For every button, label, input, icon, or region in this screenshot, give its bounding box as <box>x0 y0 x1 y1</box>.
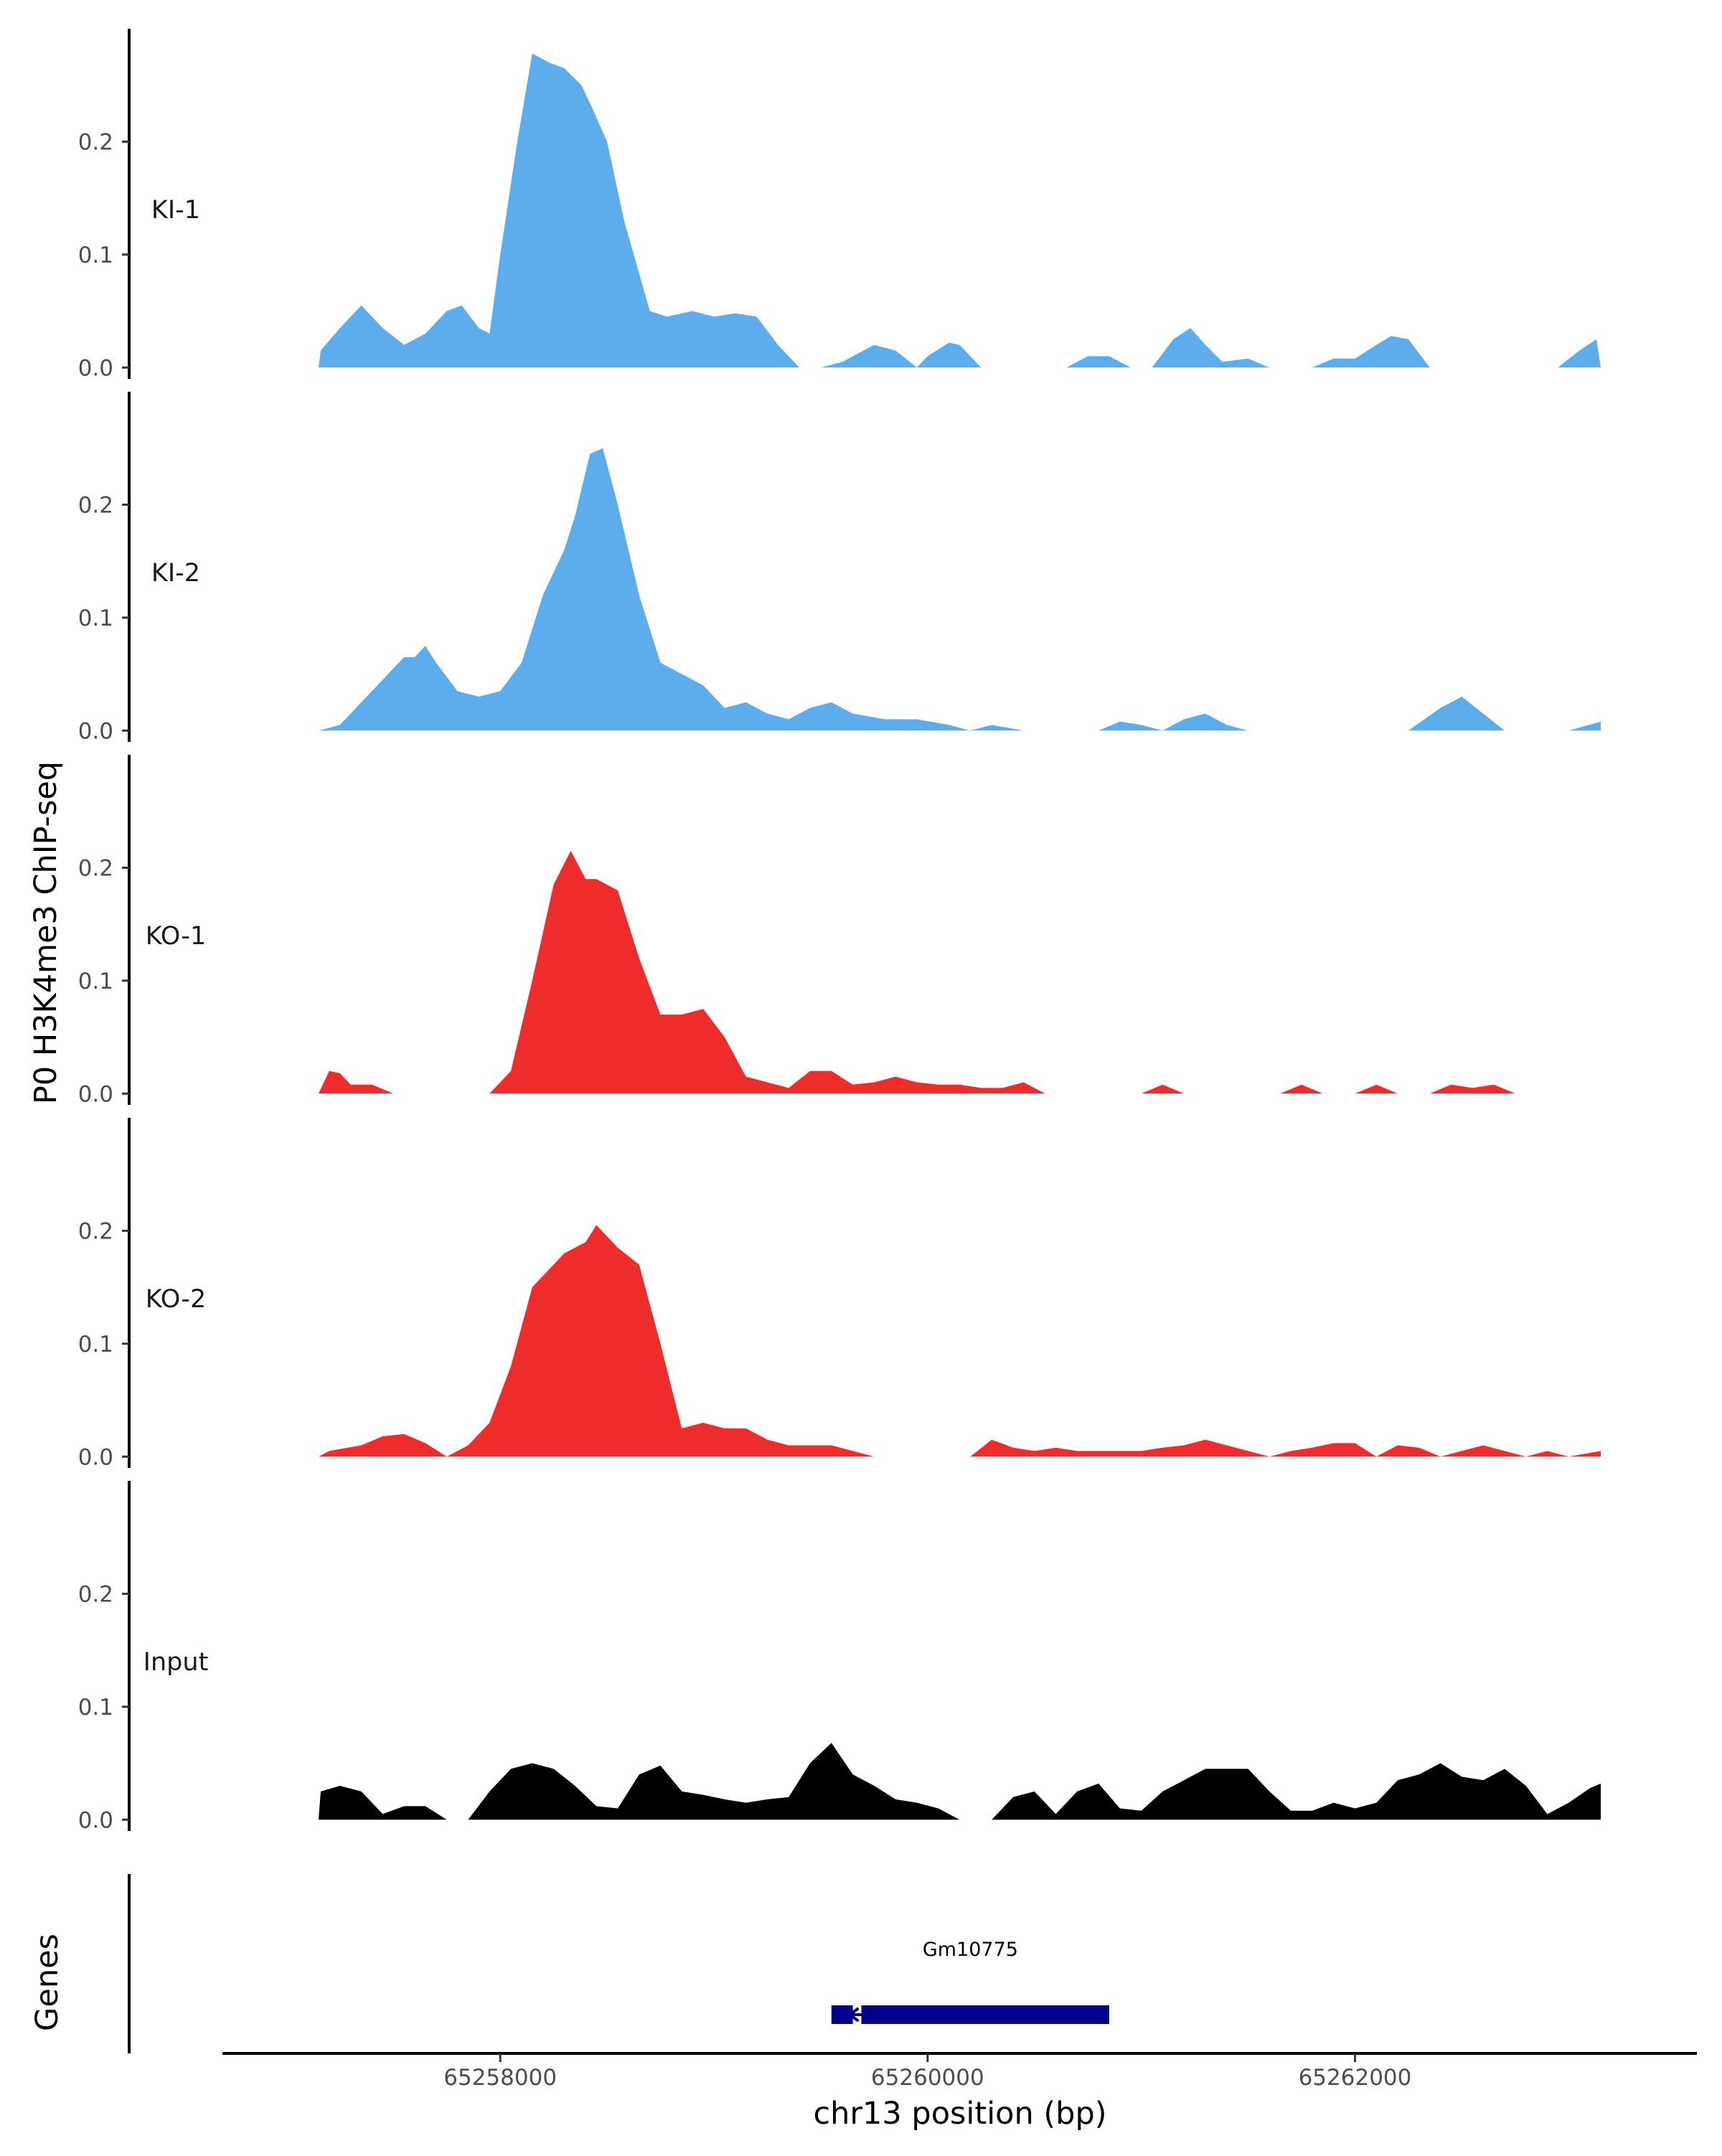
coverage-area-ko-2 <box>319 1225 1601 1457</box>
strand-arrow <box>847 2007 860 2023</box>
x-tick-label: 65258000 <box>443 2065 557 2091</box>
x-tick-label: 65262000 <box>1299 2065 1412 2091</box>
gene-exon <box>861 2005 1109 2024</box>
y-tick-label: 0.2 <box>78 855 113 881</box>
y-tick-label: 0.2 <box>78 492 113 518</box>
coverage-area-ki-1 <box>319 53 1601 368</box>
tracks-layer: 0.00.10.2KI-10.00.10.2KI-20.00.10.2KO-10… <box>78 29 1601 1833</box>
track-label-ki-2: KI-2 <box>151 559 200 588</box>
genes-track-title: Genes <box>29 1934 65 2031</box>
y-tick-label: 0.0 <box>78 1807 113 1833</box>
y-tick-label: 0.0 <box>78 718 113 744</box>
y-tick-label: 0.2 <box>78 1218 113 1244</box>
track-panel-ki-1: 0.0 0.1 0.2 KI-1 <box>78 29 1601 381</box>
coverage-area-ko-1 <box>319 850 1515 1094</box>
y-tick-label: 0.0 <box>78 355 113 381</box>
strand-arrow <box>833 2007 845 2023</box>
y-tick-label: 0.0 <box>78 1081 113 1107</box>
track-panel-ko-2: 0.0 0.1 0.2 KO-2 <box>78 1118 1601 1470</box>
y-axis-title: P0 H3K4me3 ChIP-seq <box>28 761 64 1104</box>
gene-label: Gm10775 <box>923 1939 1018 1961</box>
coverage-area-input <box>319 1743 1601 1820</box>
track-panel-input: 0.0 0.1 0.2 Input <box>78 1481 1601 1833</box>
track-label-ki-1: KI-1 <box>151 196 200 225</box>
x-axis: chr13 position (bp) 65258000 65260000 6526… <box>222 2052 1697 2132</box>
track-panel-ki-2: 0.0 0.1 0.2 KI-2 <box>78 392 1601 744</box>
x-axis-title: chr13 position (bp) <box>813 2096 1106 2132</box>
track-panel-ko-1: 0.0 0.1 0.2 KO-1 <box>78 755 1515 1107</box>
genes-layer: Gm10775 Genes <box>29 1874 1109 2053</box>
coverage-area-ki-2 <box>319 448 1601 731</box>
track-label-ko-2: KO-2 <box>146 1285 206 1314</box>
y-tick-label: 0.2 <box>78 1581 113 1607</box>
y-tick-label: 0.1 <box>78 969 113 994</box>
track-label-input: Input <box>144 1648 209 1677</box>
y-tick-label: 0.1 <box>78 606 113 631</box>
y-tick-label: 0.0 <box>78 1444 113 1470</box>
y-tick-label: 0.2 <box>78 129 113 155</box>
y-tick-label: 0.1 <box>78 1332 113 1357</box>
track-label-ko-1: KO-1 <box>146 922 206 951</box>
y-tick-label: 0.1 <box>78 1695 113 1720</box>
y-tick-label: 0.1 <box>78 243 113 268</box>
x-tick-label: 65260000 <box>871 2065 984 2091</box>
